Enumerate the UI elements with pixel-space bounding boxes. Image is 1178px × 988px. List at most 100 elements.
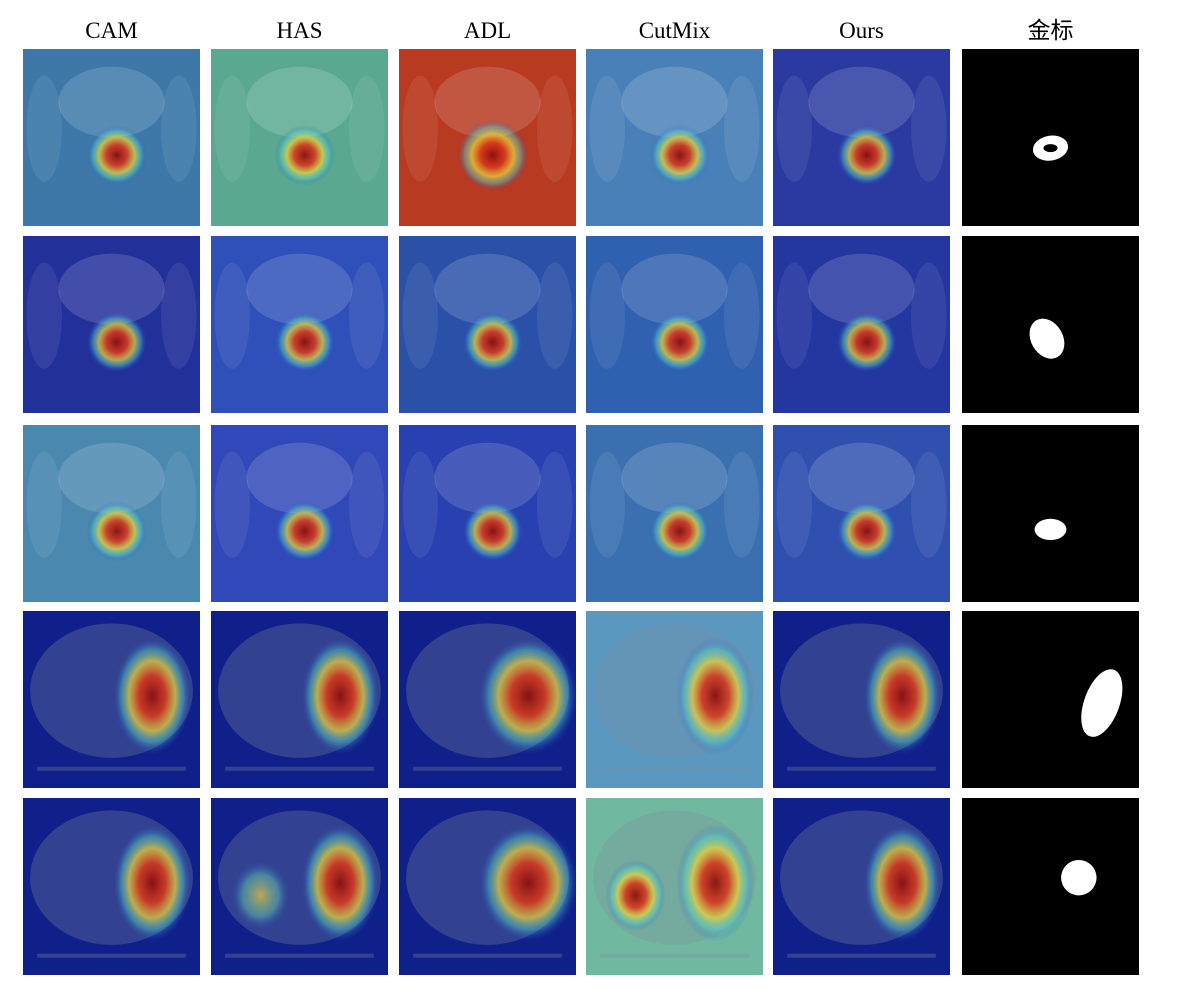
anatomy [621, 66, 728, 138]
hotspot-secondary [230, 859, 291, 931]
anatomy [911, 262, 947, 369]
image-cell [586, 798, 763, 975]
image-cell [23, 425, 200, 602]
anatomy [787, 766, 936, 771]
image-cell [962, 49, 1139, 226]
anatomy [161, 262, 197, 369]
image-cell [773, 236, 950, 413]
image-cell [23, 49, 200, 226]
hotspot [836, 501, 897, 562]
anatomy [413, 766, 562, 771]
anatomy [787, 953, 936, 958]
image-cell [773, 611, 950, 788]
anatomy [37, 766, 186, 771]
image-cell [211, 49, 388, 226]
anatomy [621, 253, 728, 325]
image-cell [399, 425, 576, 602]
hotspot [301, 637, 380, 755]
image-cell [23, 236, 200, 413]
image-cell [211, 425, 388, 602]
anatomy [724, 262, 760, 369]
anatomy [349, 75, 385, 182]
anatomy [589, 451, 625, 558]
hotspot [301, 824, 380, 942]
column-header: Ours [839, 18, 884, 43]
anatomy [589, 75, 625, 182]
anatomy [537, 75, 573, 182]
anatomy [402, 75, 438, 182]
image-cell [211, 798, 388, 975]
anatomy [434, 66, 541, 138]
anatomy [402, 262, 438, 369]
image-cell [586, 425, 763, 602]
hotspot [649, 501, 710, 562]
anatomy [911, 451, 947, 558]
anatomy [161, 75, 197, 182]
mask-blob [1081, 669, 1123, 737]
hotspot [836, 312, 897, 373]
image-cell [211, 236, 388, 413]
image-cell [962, 611, 1139, 788]
image-cell [399, 49, 576, 226]
anatomy [600, 766, 749, 771]
hotspot [649, 312, 710, 373]
anatomy [413, 953, 562, 958]
hotspot [274, 501, 335, 562]
anatomy [808, 442, 915, 514]
hotspot [462, 312, 523, 373]
anatomy [402, 451, 438, 558]
anatomy [246, 442, 353, 514]
anatomy [349, 451, 385, 558]
anatomy [911, 75, 947, 182]
image-cell [962, 236, 1139, 413]
anatomy [600, 953, 749, 958]
mask-hole [1043, 144, 1058, 153]
image-cell [211, 611, 388, 788]
anatomy [26, 262, 62, 369]
anatomy [434, 253, 541, 325]
column-header: ADL [464, 18, 511, 43]
image-cell [962, 798, 1139, 975]
mask-blob [1061, 859, 1097, 896]
anatomy [537, 262, 573, 369]
anatomy [808, 66, 915, 138]
anatomy [621, 442, 728, 514]
hotspot [649, 125, 710, 186]
anatomy [214, 75, 250, 182]
hotspot [462, 501, 523, 562]
column-header: CutMix [639, 18, 711, 43]
hotspot [836, 125, 897, 186]
anatomy [808, 253, 915, 325]
anatomy [724, 75, 760, 182]
anatomy [776, 451, 812, 558]
anatomy [58, 442, 165, 514]
anatomy [214, 262, 250, 369]
hotspot [113, 824, 192, 942]
image-cell [23, 798, 200, 975]
hotspot [478, 824, 578, 942]
anatomy [776, 75, 812, 182]
mask-bg [962, 425, 1139, 602]
column-header: CAM [85, 18, 137, 43]
anatomy [246, 66, 353, 138]
image-cell [773, 49, 950, 226]
mask-blob [1034, 518, 1067, 541]
hotspot [863, 824, 942, 942]
hotspot [86, 501, 147, 562]
image-cell [399, 236, 576, 413]
image-cell [586, 611, 763, 788]
image-cell [23, 611, 200, 788]
mask-bg [962, 798, 1139, 975]
anatomy [434, 442, 541, 514]
hotspot [86, 312, 147, 373]
image-cell [399, 798, 578, 975]
anatomy [214, 451, 250, 558]
column-header: HAS [276, 18, 322, 43]
hotspot [676, 637, 755, 755]
hotspot [113, 637, 192, 755]
hotspot [676, 824, 755, 942]
anatomy [776, 262, 812, 369]
anatomy [349, 262, 385, 369]
anatomy [161, 451, 197, 558]
